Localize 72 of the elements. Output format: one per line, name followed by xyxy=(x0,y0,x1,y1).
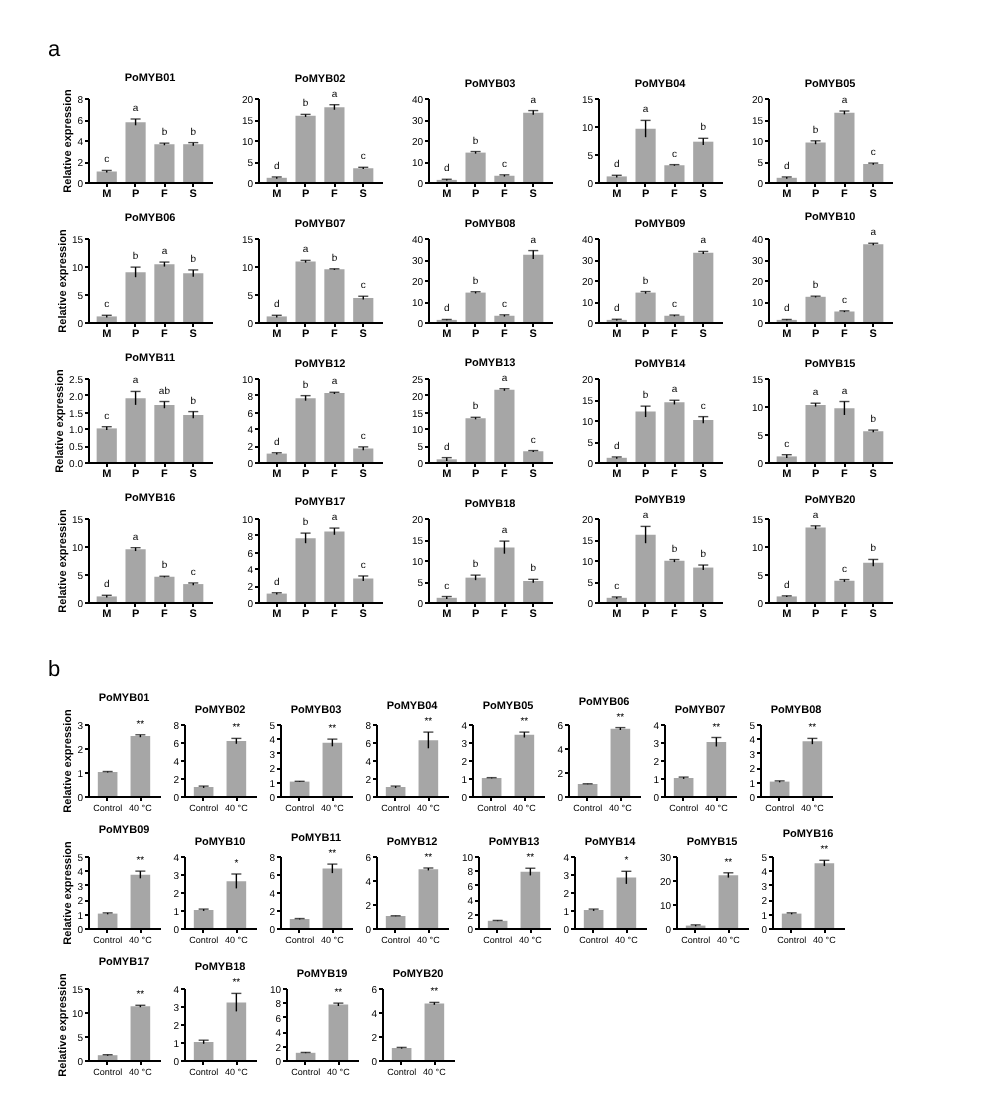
bar xyxy=(494,175,515,182)
bar xyxy=(863,163,884,182)
bar xyxy=(664,165,685,182)
bar xyxy=(523,254,544,322)
bar xyxy=(776,456,797,462)
bar xyxy=(863,244,884,322)
bar xyxy=(183,414,204,462)
bar xyxy=(664,315,685,322)
bar xyxy=(353,448,374,462)
bar xyxy=(154,404,175,462)
bar xyxy=(863,431,884,462)
bar xyxy=(324,107,345,182)
text: a xyxy=(48,38,62,62)
bar xyxy=(295,538,316,602)
bar xyxy=(125,122,146,182)
bar xyxy=(96,428,117,462)
bar xyxy=(494,315,515,322)
bar xyxy=(834,408,855,462)
bar xyxy=(805,404,826,462)
bar xyxy=(465,418,486,462)
bar xyxy=(523,581,544,602)
bar xyxy=(834,580,855,602)
bar xyxy=(125,272,146,322)
bar xyxy=(183,273,204,322)
bar xyxy=(465,292,486,322)
bar xyxy=(154,576,175,602)
bar xyxy=(805,527,826,602)
bar xyxy=(353,168,374,182)
text: b xyxy=(48,658,61,682)
bar xyxy=(664,402,685,462)
bar xyxy=(805,142,826,182)
bar xyxy=(834,311,855,322)
bar xyxy=(664,560,685,602)
bar xyxy=(776,596,797,602)
bar xyxy=(295,115,316,182)
bar xyxy=(635,292,656,322)
bar xyxy=(324,393,345,462)
bar xyxy=(635,411,656,462)
bar xyxy=(154,144,175,182)
bar xyxy=(494,389,515,462)
bar xyxy=(693,252,714,322)
bar xyxy=(494,547,515,602)
bar xyxy=(693,141,714,182)
bar xyxy=(805,296,826,322)
bar xyxy=(834,112,855,182)
bar xyxy=(353,297,374,322)
bar xyxy=(523,112,544,182)
bar xyxy=(693,420,714,462)
bar xyxy=(96,316,117,322)
bar xyxy=(125,398,146,462)
bar xyxy=(465,577,486,602)
bar xyxy=(353,578,374,602)
bar xyxy=(125,549,146,602)
bar xyxy=(465,152,486,182)
bar xyxy=(183,584,204,602)
bar xyxy=(324,269,345,322)
bar xyxy=(295,261,316,322)
bar xyxy=(295,398,316,462)
bar xyxy=(635,534,656,602)
bar xyxy=(324,531,345,602)
bar xyxy=(266,316,287,322)
bar xyxy=(693,567,714,602)
bar xyxy=(523,451,544,462)
bar xyxy=(635,128,656,182)
bar xyxy=(266,593,287,602)
bar xyxy=(183,144,204,182)
bar xyxy=(154,264,175,322)
bar xyxy=(96,171,117,182)
bar xyxy=(96,596,117,602)
bar xyxy=(606,176,627,182)
bar xyxy=(266,453,287,462)
bar xyxy=(863,562,884,602)
